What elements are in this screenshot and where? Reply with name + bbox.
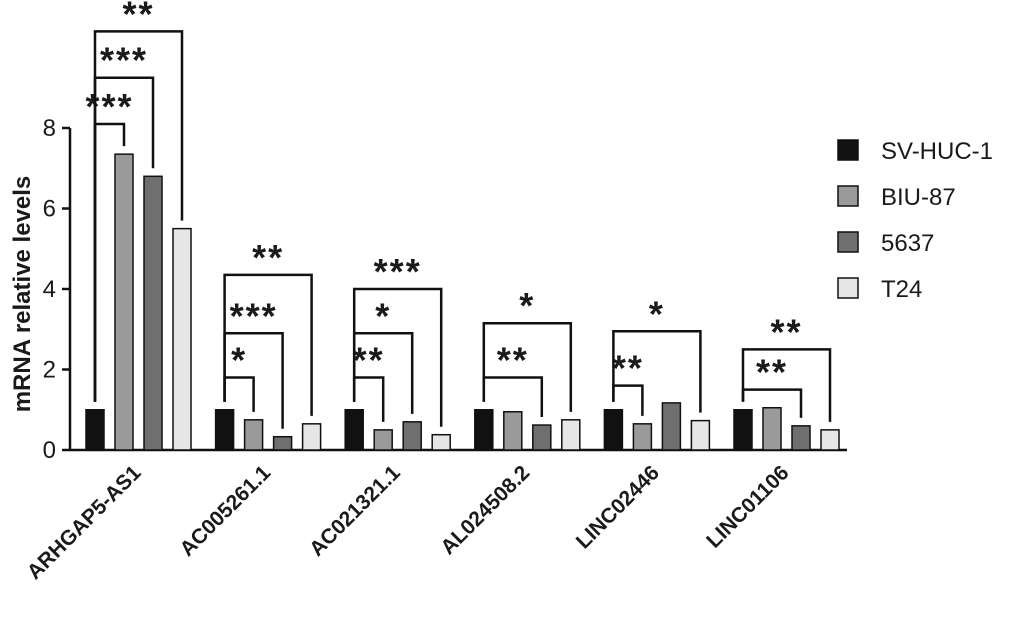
significance-bracket — [93, 30, 184, 402]
significance-layer: ****************************** — [85, 0, 832, 429]
significance-label: ** — [612, 348, 644, 389]
legend-label: SV-HUC-1 — [881, 138, 993, 165]
bar-t24-arhgap5-as1 — [172, 227, 192, 451]
significance-label: * — [375, 295, 391, 336]
x-category-label: LINC02446 — [572, 461, 664, 553]
x-category-label: AC005261.1 — [175, 461, 275, 561]
legend-swatch-biu-87 — [837, 185, 859, 207]
bar-sv-huc-1-ac005261-1 — [214, 409, 235, 451]
significance-bracket — [223, 376, 255, 412]
significance-bracket — [223, 273, 313, 416]
axes-layer: 0 2 4 6 8 mRNA relative levels ARHGAP5-AS1 AC00… — [9, 115, 847, 584]
significance-label: * — [649, 293, 665, 334]
bar-biu-87-arhgap5-as1 — [114, 153, 134, 451]
y-tick-label: 0 — [43, 437, 56, 464]
y-tick-label: 6 — [43, 196, 56, 223]
significance-bracket — [741, 348, 832, 422]
significance-label: ** — [122, 0, 154, 34]
significance-label: ** — [252, 237, 284, 278]
significance-label: ** — [770, 311, 802, 352]
bar-sv-huc-1-arhgap5-as1 — [85, 409, 105, 451]
bar-biu-87-ac021321-1 — [373, 429, 393, 451]
significance-label: *** — [230, 295, 278, 336]
x-category-label: AC021321.1 — [305, 461, 405, 561]
bar-sv-huc-1-linc01106 — [733, 409, 753, 451]
legend-swatch-5637 — [837, 231, 859, 253]
bar-biu-87-ac005261-1 — [243, 419, 264, 451]
bar-sv-huc-1-linc02446 — [603, 409, 624, 451]
bar-5637-arhgap5-as1 — [143, 175, 163, 451]
significance-bracket — [482, 321, 573, 412]
legend-swatch-t24 — [837, 277, 859, 299]
bar-5637-ac021321-1 — [402, 421, 422, 451]
y-tick-label: 4 — [43, 276, 56, 303]
legend: SV-HUC-1 BIU-87 5637 T24 — [837, 138, 993, 303]
bar-t24-ac021321-1 — [431, 433, 451, 451]
significance-label: ** — [353, 340, 385, 381]
legend-label: 5637 — [881, 230, 934, 257]
bar-5637-al024508-2 — [532, 424, 552, 451]
bar-t24-al024508-2 — [561, 419, 581, 451]
legend-label: T24 — [881, 276, 922, 303]
bar-5637-linc01106 — [791, 425, 811, 451]
significance-label: * — [231, 340, 247, 381]
y-tick-label: 8 — [43, 115, 56, 142]
bar-biu-87-al024508-2 — [503, 411, 523, 451]
legend-swatch-sv-huc-1 — [837, 139, 859, 161]
y-axis-title: mRNA relative levels — [9, 176, 36, 413]
bar-sv-huc-1-al024508-2 — [474, 409, 494, 451]
x-category-label: ARHGAP5-AS1 — [23, 461, 146, 584]
bar-t24-ac005261-1 — [301, 423, 322, 451]
bar-5637-linc02446 — [661, 402, 682, 451]
bars-layer — [85, 153, 840, 451]
significance-label: *** — [100, 40, 148, 81]
x-category-label: LINC01106 — [702, 461, 793, 552]
significance-bracket — [352, 287, 443, 427]
bar-t24-linc02446 — [690, 419, 711, 451]
x-category-label: AL024508.2 — [436, 461, 534, 559]
significance-label: *** — [374, 251, 422, 292]
significance-label: *** — [85, 86, 133, 127]
bar-biu-87-linc01106 — [762, 406, 782, 451]
significance-bracket — [612, 330, 702, 413]
bar-biu-87-linc02446 — [632, 423, 653, 451]
significance-label: ** — [497, 340, 529, 381]
significance-label: * — [519, 285, 535, 326]
legend-label: BIU-87 — [881, 184, 956, 211]
bar-5637-ac005261-1 — [272, 435, 293, 451]
y-tick-label: 2 — [43, 357, 56, 384]
significance-label: ** — [756, 352, 788, 393]
bar-t24-linc01106 — [820, 429, 840, 451]
bar-sv-huc-1-ac021321-1 — [344, 409, 364, 451]
